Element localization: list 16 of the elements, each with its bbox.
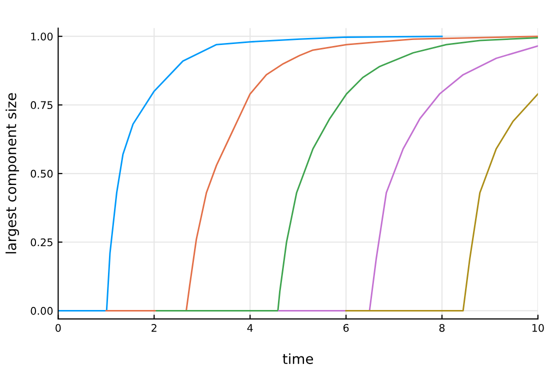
x-tick-label: 8 — [439, 324, 445, 332]
y-tick-label: 0.25 — [30, 238, 52, 246]
y-axis-title: largest component size — [6, 93, 20, 254]
x-tick-label: 10 — [532, 324, 544, 332]
x-tick-label: 0 — [56, 324, 61, 332]
line-series — [58, 36, 443, 312]
x-tick-label: 2 — [152, 324, 156, 332]
y-tick-label: 0.75 — [30, 101, 52, 110]
y-tick-label: 1.00 — [31, 32, 53, 40]
x-tick-label: 6 — [343, 324, 349, 332]
y-tick-label: 0.50 — [30, 170, 53, 178]
x-axis-title: time — [282, 353, 314, 364]
line-series — [345, 93, 538, 312]
x-tick-label: 4 — [247, 324, 253, 332]
y-tick-label: 0.00 — [30, 306, 53, 315]
line-series — [278, 45, 538, 312]
